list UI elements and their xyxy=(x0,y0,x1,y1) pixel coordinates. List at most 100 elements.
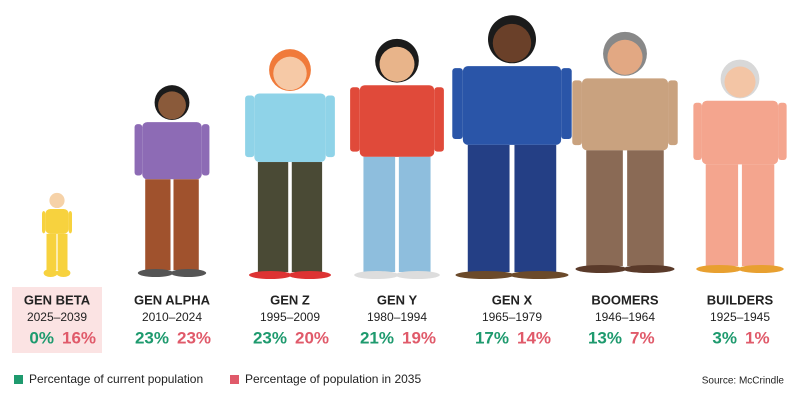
leg xyxy=(363,156,396,272)
generation-columns: GEN BETA 2025–2039 0% 16% GEN ALPHA 2010–2024… xyxy=(24,292,774,347)
legend-future: Percentage of population in 2035 xyxy=(245,372,421,386)
generation-name: BOOMERS xyxy=(591,292,659,307)
leg xyxy=(257,162,289,272)
torso xyxy=(701,100,779,165)
torso xyxy=(142,122,202,180)
arm xyxy=(201,124,210,176)
current-share: 17% xyxy=(475,328,509,347)
current-share: 21% xyxy=(360,328,394,347)
arm xyxy=(134,124,143,176)
head xyxy=(724,66,756,98)
arm xyxy=(350,87,360,152)
shoe xyxy=(738,265,784,273)
arm xyxy=(452,68,463,140)
generation-name: BUILDERS xyxy=(707,292,774,307)
head xyxy=(607,39,643,75)
shoe xyxy=(395,271,440,279)
arm xyxy=(561,68,572,140)
shoe xyxy=(575,265,628,273)
shoe xyxy=(622,265,675,273)
generation-years: 1995–2009 xyxy=(260,310,320,324)
future-share: 1% xyxy=(745,328,770,347)
leg xyxy=(514,144,557,272)
person xyxy=(41,192,73,277)
shoe xyxy=(455,271,515,279)
person xyxy=(245,49,335,279)
shoe xyxy=(56,269,71,277)
person xyxy=(693,59,787,273)
future-share: 14% xyxy=(517,328,551,347)
head xyxy=(158,91,186,120)
leg xyxy=(291,162,323,272)
generation-name: GEN Z xyxy=(270,292,310,307)
head xyxy=(50,195,64,208)
generation-name: GEN BETA xyxy=(24,292,91,307)
generation-years: 1925–1945 xyxy=(710,310,770,324)
leg xyxy=(57,233,68,270)
arm xyxy=(668,80,678,146)
legend-current: Percentage of current population xyxy=(29,372,203,386)
arm xyxy=(325,95,335,158)
illustrations xyxy=(41,15,787,279)
leg xyxy=(467,144,510,272)
future-share: 16% xyxy=(62,328,96,347)
arm xyxy=(778,102,787,160)
leg xyxy=(46,233,57,270)
generation-name: GEN Y xyxy=(377,292,418,307)
shoe xyxy=(354,271,399,279)
person xyxy=(134,85,210,277)
leg xyxy=(741,164,775,266)
leg xyxy=(173,179,199,270)
legend-swatch-current xyxy=(14,375,23,384)
generation-years: 1980–1994 xyxy=(367,310,427,324)
generation-years: 2025–2039 xyxy=(27,310,87,324)
generation-years: 1965–1979 xyxy=(482,310,542,324)
legend-swatch-future xyxy=(230,375,239,384)
torso xyxy=(581,78,669,151)
shoe xyxy=(248,271,292,279)
head xyxy=(492,23,532,63)
shoe xyxy=(288,271,332,279)
leg xyxy=(145,179,171,270)
leg xyxy=(627,150,664,266)
arm xyxy=(434,87,444,152)
torso xyxy=(254,93,326,163)
head xyxy=(273,56,307,91)
head xyxy=(379,46,415,82)
person xyxy=(572,31,678,273)
leg xyxy=(586,150,623,266)
generation-name: GEN X xyxy=(492,292,533,307)
generation-years: 1946–1964 xyxy=(595,310,655,324)
arm xyxy=(693,102,702,160)
current-share: 23% xyxy=(135,328,169,347)
current-share: 23% xyxy=(253,328,287,347)
shoe xyxy=(170,269,207,277)
shoe xyxy=(43,269,58,277)
generation-years: 2010–2024 xyxy=(142,310,202,324)
shoe xyxy=(509,271,569,279)
torso xyxy=(462,66,562,145)
current-share: 13% xyxy=(588,328,622,347)
arm xyxy=(68,210,73,234)
future-share: 7% xyxy=(630,328,655,347)
shoe xyxy=(137,269,174,277)
person xyxy=(452,15,572,279)
future-share: 19% xyxy=(402,328,436,347)
source: Source: McCrindle xyxy=(702,376,785,387)
person xyxy=(350,38,444,279)
arm xyxy=(572,80,582,146)
future-share: 20% xyxy=(295,328,329,347)
leg xyxy=(705,164,739,266)
arm xyxy=(245,95,255,158)
current-share: 0% xyxy=(29,328,54,347)
future-share: 23% xyxy=(177,328,211,347)
torso xyxy=(359,85,435,157)
leg xyxy=(398,156,431,272)
arm xyxy=(41,210,46,234)
highlight-box xyxy=(12,287,102,353)
current-share: 3% xyxy=(712,328,737,347)
torso xyxy=(45,208,69,234)
shoe xyxy=(696,265,742,273)
generation-name: GEN ALPHA xyxy=(134,292,211,307)
